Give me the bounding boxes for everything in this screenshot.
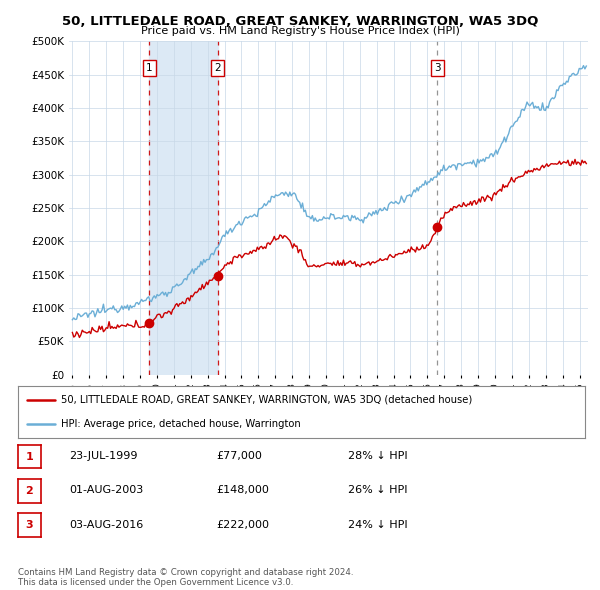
Text: 2: 2 (26, 486, 33, 496)
Text: 3: 3 (434, 63, 440, 73)
Text: 1: 1 (146, 63, 153, 73)
Text: 03-AUG-2016: 03-AUG-2016 (69, 520, 143, 529)
Text: 24% ↓ HPI: 24% ↓ HPI (348, 520, 407, 529)
Text: 23-JUL-1999: 23-JUL-1999 (69, 451, 137, 461)
Text: £222,000: £222,000 (216, 520, 269, 529)
Text: 50, LITTLEDALE ROAD, GREAT SANKEY, WARRINGTON, WA5 3DQ: 50, LITTLEDALE ROAD, GREAT SANKEY, WARRI… (62, 15, 538, 28)
Bar (149, 41, 218, 375)
Text: HPI: Average price, detached house, Warrington: HPI: Average price, detached house, Warr… (61, 419, 300, 429)
Text: 2: 2 (214, 63, 221, 73)
Text: Contains HM Land Registry data © Crown copyright and database right 2024.
This d: Contains HM Land Registry data © Crown c… (18, 568, 353, 587)
Text: 3: 3 (26, 520, 33, 530)
Text: 1: 1 (26, 452, 33, 461)
Text: 26% ↓ HPI: 26% ↓ HPI (348, 486, 407, 495)
Text: £77,000: £77,000 (216, 451, 262, 461)
Text: 28% ↓ HPI: 28% ↓ HPI (348, 451, 407, 461)
Text: 01-AUG-2003: 01-AUG-2003 (69, 486, 143, 495)
Text: 50, LITTLEDALE ROAD, GREAT SANKEY, WARRINGTON, WA5 3DQ (detached house): 50, LITTLEDALE ROAD, GREAT SANKEY, WARRI… (61, 395, 472, 405)
Text: £148,000: £148,000 (216, 486, 269, 495)
Text: Price paid vs. HM Land Registry's House Price Index (HPI): Price paid vs. HM Land Registry's House … (140, 26, 460, 36)
